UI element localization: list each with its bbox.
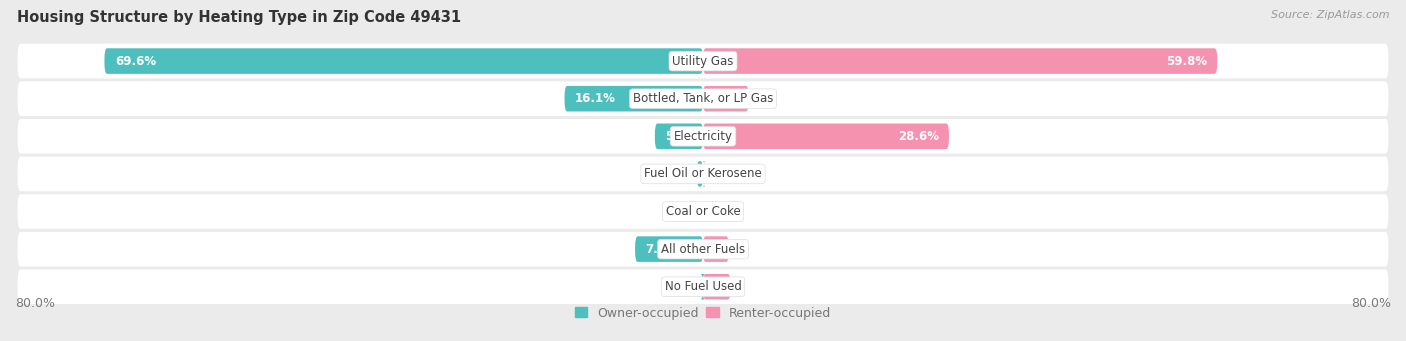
- Text: 0.72%: 0.72%: [707, 167, 748, 180]
- Text: 16.1%: 16.1%: [575, 92, 616, 105]
- Text: Electricity: Electricity: [673, 130, 733, 143]
- FancyBboxPatch shape: [703, 86, 748, 112]
- Text: 28.6%: 28.6%: [897, 130, 939, 143]
- Text: 5.6%: 5.6%: [665, 130, 697, 143]
- FancyBboxPatch shape: [18, 81, 1388, 116]
- Text: Housing Structure by Heating Type in Zip Code 49431: Housing Structure by Heating Type in Zip…: [17, 10, 461, 25]
- Text: 59.8%: 59.8%: [1166, 55, 1206, 68]
- FancyBboxPatch shape: [700, 274, 704, 299]
- Text: Utility Gas: Utility Gas: [672, 55, 734, 68]
- FancyBboxPatch shape: [697, 161, 703, 187]
- Text: 7.9%: 7.9%: [645, 242, 678, 256]
- Text: Coal or Coke: Coal or Coke: [665, 205, 741, 218]
- Text: 5.3%: 5.3%: [706, 92, 738, 105]
- Text: 80.0%: 80.0%: [1351, 297, 1391, 310]
- FancyBboxPatch shape: [703, 123, 949, 149]
- Text: 3.0%: 3.0%: [686, 242, 718, 256]
- FancyBboxPatch shape: [636, 236, 703, 262]
- Text: 80.0%: 80.0%: [15, 297, 55, 310]
- FancyBboxPatch shape: [565, 86, 703, 112]
- FancyBboxPatch shape: [703, 161, 706, 187]
- FancyBboxPatch shape: [18, 119, 1388, 153]
- FancyBboxPatch shape: [18, 232, 1388, 266]
- FancyBboxPatch shape: [655, 123, 703, 149]
- Text: 0.06%: 0.06%: [713, 280, 754, 293]
- FancyBboxPatch shape: [703, 48, 1218, 74]
- Text: Fuel Oil or Kerosene: Fuel Oil or Kerosene: [644, 167, 762, 180]
- Legend: Owner-occupied, Renter-occupied: Owner-occupied, Renter-occupied: [575, 307, 831, 320]
- Text: Bottled, Tank, or LP Gas: Bottled, Tank, or LP Gas: [633, 92, 773, 105]
- FancyBboxPatch shape: [18, 194, 1388, 229]
- FancyBboxPatch shape: [104, 48, 703, 74]
- FancyBboxPatch shape: [703, 274, 731, 299]
- FancyBboxPatch shape: [18, 44, 1388, 78]
- Text: Source: ZipAtlas.com: Source: ZipAtlas.com: [1271, 10, 1389, 20]
- Text: 69.6%: 69.6%: [115, 55, 156, 68]
- Text: 3.2%: 3.2%: [688, 280, 720, 293]
- FancyBboxPatch shape: [18, 157, 1388, 191]
- Text: 0.25%: 0.25%: [654, 167, 695, 180]
- Text: No Fuel Used: No Fuel Used: [665, 280, 741, 293]
- FancyBboxPatch shape: [18, 269, 1388, 304]
- Text: All other Fuels: All other Fuels: [661, 242, 745, 256]
- FancyBboxPatch shape: [703, 236, 728, 262]
